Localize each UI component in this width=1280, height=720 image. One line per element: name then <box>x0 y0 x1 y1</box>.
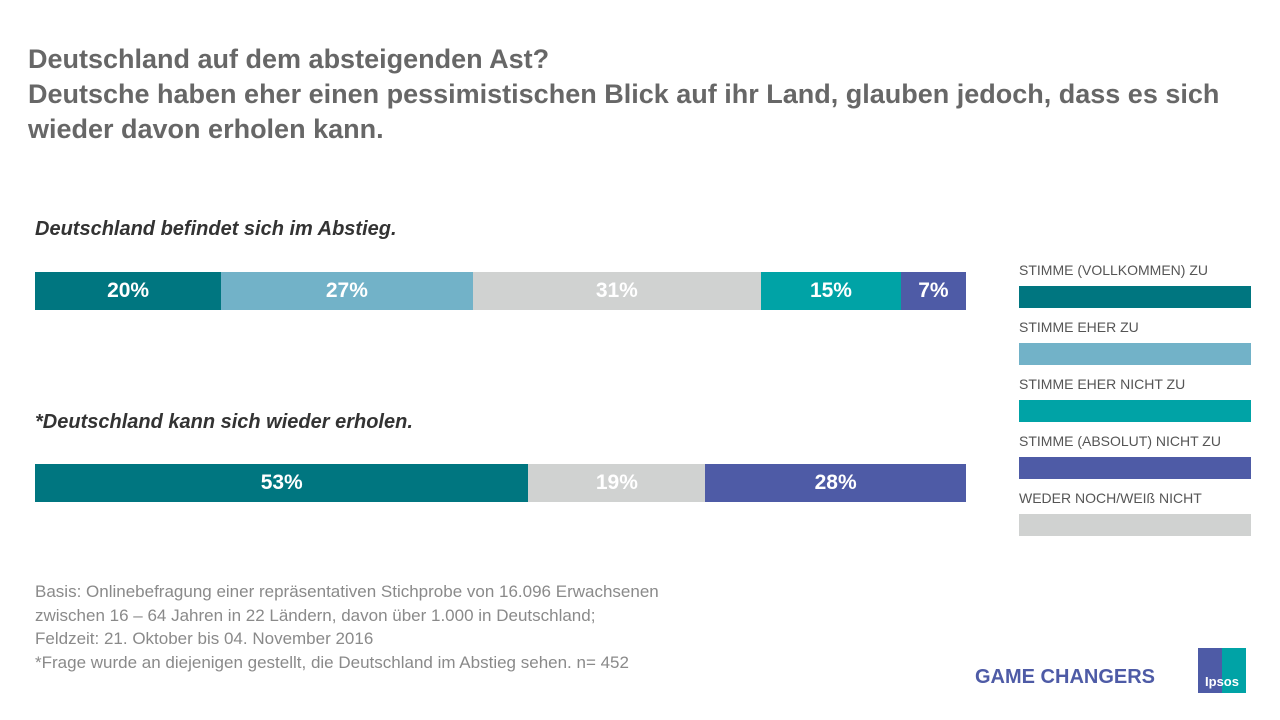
footnotes: Basis: Onlinebefragung einer repräsentat… <box>35 580 659 674</box>
stacked-bar-1: 20% 27% 31% 15% 7% <box>35 272 966 310</box>
bar-segment: 7% <box>900 272 966 310</box>
bar-segment: 19% <box>528 464 706 502</box>
bar-segment: 20% <box>35 272 222 310</box>
legend-swatch <box>1019 343 1251 365</box>
bar-segment: 31% <box>472 272 762 310</box>
legend-swatch <box>1019 400 1251 422</box>
note: *Frage wurde an diejenigen gestellt, die… <box>35 652 629 672</box>
legend-label: STIMME (ABSOLUT) NICHT ZU <box>1019 433 1221 449</box>
legend-label: STIMME EHER NICHT ZU <box>1019 376 1186 392</box>
legend-label: STIMME EHER ZU <box>1019 319 1139 335</box>
legend-item: WEDER NOCH/WEIß NICHT <box>1019 490 1251 547</box>
ipsos-logo: Ipsos <box>1198 648 1246 693</box>
legend-swatch <box>1019 514 1251 536</box>
legend-item: STIMME EHER NICHT ZU <box>1019 376 1251 433</box>
legend-item: STIMME (ABSOLUT) NICHT ZU <box>1019 433 1251 490</box>
game-changers-tagline: GAME CHANGERS <box>975 666 1156 688</box>
title-line: Deutschland auf dem absteigenden Ast? <box>28 44 550 74</box>
note: zwischen 16 – 64 Jahren in 22 Ländern, d… <box>35 605 596 625</box>
legend-label: STIMME (VOLLKOMMEN) ZU <box>1019 262 1209 278</box>
legend: STIMME (VOLLKOMMEN) ZU STIMME EHER ZU STIM… <box>1019 262 1251 547</box>
bar-segment: 28% <box>705 464 966 502</box>
note: Basis: Onlinebefragung einer repräsentat… <box>35 582 659 601</box>
bar-segment: 53% <box>35 464 529 502</box>
page-title: Deutschland auf dem absteigenden Ast? De… <box>28 42 1268 147</box>
legend-swatch <box>1019 457 1251 479</box>
question-1: Deutschland befindet sich im Abstieg. <box>35 218 397 240</box>
note: Feldzeit: 21. Oktober bis 04. November 2… <box>35 629 374 648</box>
bar-segment: 27% <box>221 272 473 310</box>
subtitle: Deutsche haben eher einen pessimistische… <box>28 79 1220 144</box>
question-2: *Deutschland kann sich wieder erholen. <box>35 411 413 433</box>
legend-label: WEDER NOCH/WEIß NICHT <box>1019 490 1202 506</box>
legend-item: STIMME (VOLLKOMMEN) ZU <box>1019 262 1251 319</box>
legend-swatch <box>1019 286 1251 308</box>
stacked-bar-2: 53% 19% 28% <box>35 464 966 502</box>
bar-segment: 15% <box>761 272 901 310</box>
legend-item: STIMME EHER ZU <box>1019 319 1251 376</box>
